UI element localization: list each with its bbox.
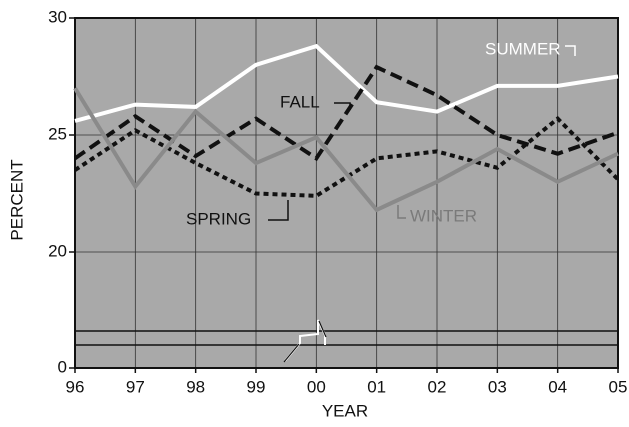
y-tick-label: 25	[48, 124, 67, 143]
y-tick-label: 20	[48, 241, 67, 260]
y-tick-label: 30	[48, 7, 67, 26]
x-axis-label: YEAR	[322, 401, 368, 420]
break-zigzag	[283, 320, 327, 363]
series-label: WINTER	[410, 206, 477, 225]
x-tick-label: 04	[548, 377, 567, 396]
x-tick-label: 02	[428, 377, 447, 396]
series-line	[73, 64, 619, 162]
x-tick-label: 03	[488, 377, 507, 396]
label-leader	[268, 200, 289, 221]
series-label: SPRING	[186, 209, 251, 228]
label-leader	[397, 205, 406, 219]
y-tick-label: 0	[58, 357, 67, 376]
y-axis-label: PERCENT	[7, 159, 26, 240]
x-tick-label: 97	[126, 377, 145, 396]
x-tick-label: 99	[247, 377, 266, 396]
x-tick-label: 01	[367, 377, 386, 396]
x-tick-label: 00	[307, 377, 326, 396]
series-label: SUMMER	[485, 39, 561, 58]
series-line	[73, 87, 619, 213]
label-leader	[565, 45, 576, 56]
series-label: FALL	[280, 92, 320, 111]
x-tick-label: 96	[66, 377, 85, 396]
plot-frame	[74, 17, 619, 369]
label-leader	[334, 102, 351, 110]
x-tick-label: 05	[609, 377, 628, 396]
series-line	[74, 43, 619, 123]
plot-background	[75, 18, 618, 368]
x-tick-label: 98	[186, 377, 205, 396]
